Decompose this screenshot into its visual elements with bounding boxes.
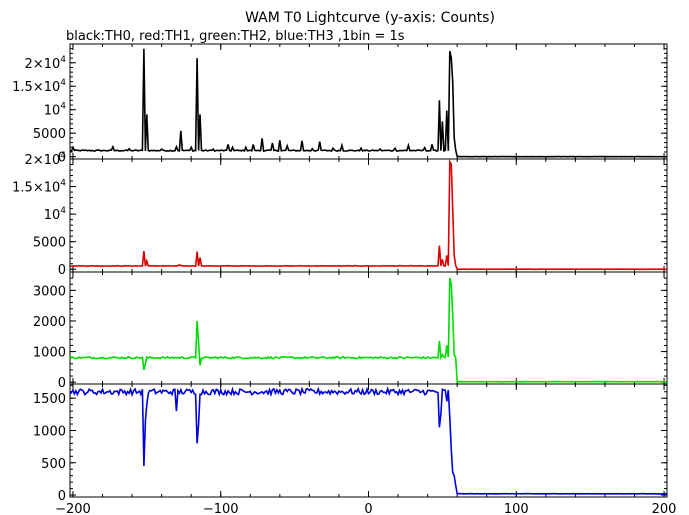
y-tick-label: 0 — [58, 151, 66, 166]
y-tick-label: 1000 — [33, 346, 66, 361]
y-tick-label: 2×104 — [25, 55, 67, 72]
x-tick-label: 200 — [652, 502, 677, 515]
x-tick-label: 100 — [504, 502, 529, 515]
chart-subtitle: black:TH0, red:TH1, green:TH2, blue:TH3 … — [66, 29, 405, 44]
y-tick-label: 1.5×104 — [12, 179, 66, 196]
y-tick-label: 500 — [41, 457, 66, 472]
panel-th3: 0 500 1000 1500 — [33, 383, 668, 504]
chart-title: WAM T0 Lightcurve (y-axis: Counts) — [245, 10, 495, 26]
panel-frame — [69, 271, 668, 385]
panel-th2: 0 1000 2000 3000 — [33, 271, 668, 391]
panel-frame — [69, 383, 668, 498]
y-tick-label: 3000 — [33, 284, 66, 299]
y-tick-label: 1.5×104 — [12, 78, 66, 95]
y-tick-label: 104 — [44, 102, 67, 119]
panel-th1: 0 5000 104 1.5×104 2×104 — [12, 151, 668, 278]
x-tick-label: 0 — [364, 502, 372, 515]
panel-frame — [69, 43, 668, 160]
y-tick-label: 2×104 — [25, 151, 67, 168]
panels-group: 050001041.5×1042×104050001041.5×1042×104… — [12, 43, 677, 515]
y-tick-label: 0 — [58, 489, 66, 504]
x-tick-label: −100 — [203, 502, 239, 515]
panel-frame — [69, 158, 668, 273]
panel-th0: 0 5000 104 1.5×104 2×104 — [12, 43, 668, 166]
y-tick-label: 104 — [44, 206, 67, 223]
series-th0 — [69, 48, 667, 158]
series-th3 — [69, 386, 668, 495]
y-tick-label: 5000 — [33, 236, 66, 251]
series-th1 — [69, 158, 668, 271]
y-tick-label: 0 — [58, 263, 66, 278]
y-tick-label: 5000 — [33, 127, 66, 142]
y-tick-label: 2000 — [33, 315, 66, 330]
y-tick-label: 1000 — [33, 424, 66, 439]
y-tick-label: 1500 — [33, 392, 66, 407]
y-tick-label: 0 — [58, 376, 66, 391]
series-th2 — [69, 277, 667, 383]
x-tick-label: −200 — [55, 502, 91, 515]
